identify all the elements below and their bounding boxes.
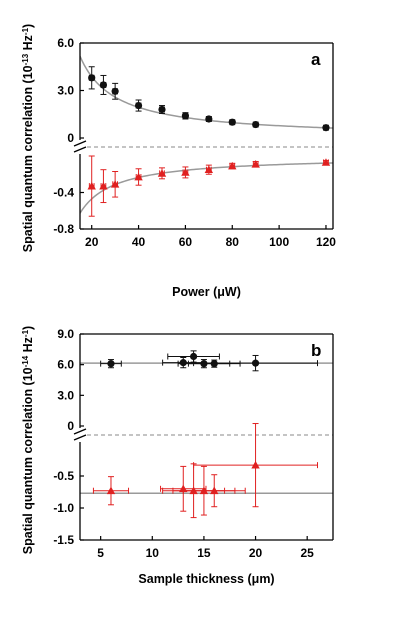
y-tick-label: 0: [67, 419, 74, 433]
series-triangle-points: [92, 423, 319, 519]
data-point: [322, 124, 330, 132]
data-point: [251, 460, 260, 469]
x-tick-label: 120: [316, 235, 336, 249]
data-point: [228, 161, 237, 170]
data-point: [87, 181, 96, 190]
data-point: [181, 112, 190, 120]
y-tick-label: -0.8: [53, 222, 74, 236]
data-point: [106, 486, 116, 495]
data-point: [210, 486, 219, 495]
x-tick-label: 5: [97, 546, 104, 560]
axis-break-mark: [73, 428, 87, 435]
data-point: [157, 169, 167, 177]
data-point: [134, 101, 143, 110]
x-tick-label: 80: [226, 235, 240, 249]
panel-label: b: [311, 341, 321, 360]
data-point: [134, 172, 143, 181]
x-tick-label: 20: [85, 235, 99, 249]
x-tick-label: 20: [249, 546, 263, 560]
x-tick-label: 100: [269, 235, 289, 249]
y-tick-label: -0.5: [53, 469, 74, 483]
y-tick-label: 3.0: [57, 84, 74, 98]
data-point: [88, 74, 96, 82]
axis-break-gap: [74, 431, 86, 439]
x-tick-label: 25: [301, 546, 315, 560]
y-axis-title: Spatial quantum correlation (10-13 Hz-1): [21, 24, 36, 252]
series-circle-points: [100, 350, 319, 372]
data-point: [110, 180, 120, 188]
data-point: [99, 181, 108, 190]
data-point: [204, 165, 214, 174]
panel-a: 20 40 60 80 100 120 6.0 3.0 0 -0.4 -0.8 Power (μW) S…: [21, 24, 337, 299]
y-tick-label: 3.0: [57, 388, 74, 402]
x-axis-title: Power (μW): [172, 285, 241, 299]
data-point: [251, 359, 260, 367]
axis-break-mark: [73, 434, 87, 441]
x-axis-title: Sample thickness (μm): [138, 572, 274, 586]
data-point: [321, 158, 331, 166]
data-point: [251, 160, 260, 168]
data-point: [189, 352, 198, 361]
y-tick-label: -1.0: [53, 501, 74, 515]
x-tick-label: 15: [197, 546, 211, 560]
data-point: [158, 105, 166, 114]
data-point: [181, 168, 190, 176]
panel-label: a: [311, 50, 321, 69]
data-point: [210, 360, 218, 368]
axis-break-mark: [73, 146, 87, 153]
y-tick-label: 6.0: [57, 36, 74, 50]
x-tick-label: 60: [179, 235, 193, 249]
y-axis-title: Spatial quantum correlation (10-14 Hz-1): [21, 326, 36, 554]
data-point: [205, 115, 213, 123]
data-point: [179, 359, 187, 367]
y-tick-label: 0: [67, 131, 74, 145]
series-triangle-points: [87, 155, 331, 217]
data-point: [228, 118, 236, 126]
axis-break-mark: [73, 140, 87, 147]
data-point: [111, 87, 119, 95]
data-point: [107, 360, 115, 368]
x-tick-label: 10: [146, 546, 160, 560]
axis-break-gap: [74, 143, 86, 151]
y-tick-label: -0.4: [53, 186, 74, 200]
x-tick-label: 40: [132, 235, 146, 249]
data-point: [252, 120, 260, 129]
y-tick-label: 9.0: [57, 327, 74, 341]
data-point: [99, 81, 108, 89]
series-circle-points: [88, 66, 330, 132]
panel-b: 5 10 15 20 25 9.0 6.0 3.0 0 -0.5 -1.0 -1.5 Sample th…: [21, 326, 334, 586]
y-tick-label: -1.5: [53, 533, 74, 547]
y-tick-label: 6.0: [57, 358, 74, 372]
